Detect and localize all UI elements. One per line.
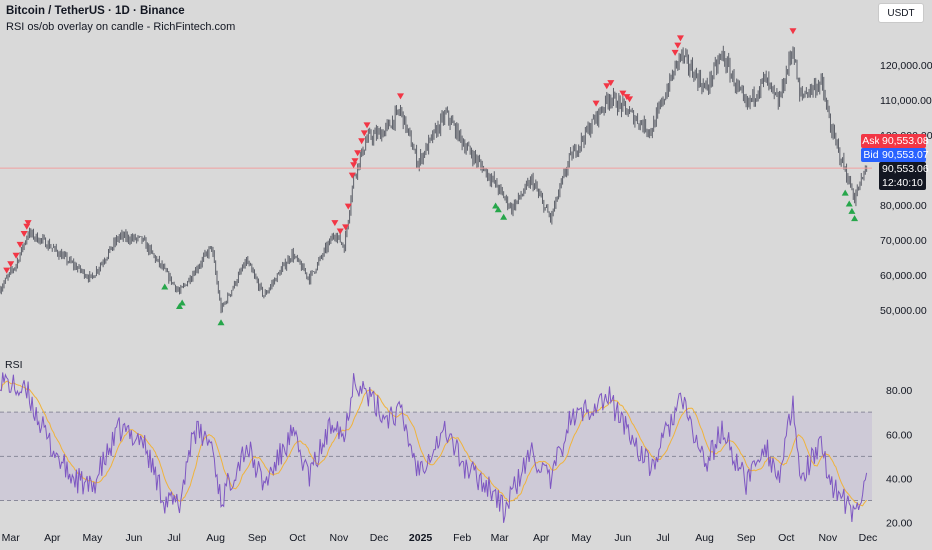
price-tick-label: 50,000.00 [880,305,927,317]
last-price-value: 90,553.06 [882,163,929,175]
rsi-tick-label: 40.00 [886,473,912,485]
buy-signal [494,206,502,213]
buy-signal [841,189,849,196]
time-tick-label: Jun [614,532,631,544]
ask-price-tag: 90,553.08 [879,134,929,148]
time-tick-label: Jun [125,532,142,544]
rsi-axis: 80.00 60.00 40.00 20.00 [886,385,912,529]
buy-signal [851,215,859,222]
time-tick-label: Feb [453,532,471,544]
sell-signal [360,130,368,137]
sell-signal [358,138,366,145]
sell-signal [336,228,344,235]
buy-signal [848,207,856,214]
time-tick-label: Mar [491,532,510,544]
time-tick-label: Mar [2,532,21,544]
buy-signal [217,319,225,326]
price-tick-label: 80,000.00 [880,200,927,212]
time-tick-label: 2025 [409,532,433,544]
sell-signal [626,96,634,103]
price-pane [0,28,872,326]
buy-signal [161,283,169,290]
rsi-tick-label: 80.00 [886,385,912,397]
price-tick-label: 70,000.00 [880,235,927,247]
sell-signal [607,80,615,87]
rsi-tick-label: 20.00 [886,518,912,530]
sell-signal [354,150,362,157]
time-axis: Mar Apr May Jun Jul Aug Sep Oct Nov Dec 2025 Feb Mar… [2,532,878,544]
buy-signal [175,302,183,309]
buy-signal [845,200,853,207]
sell-signal [397,93,405,100]
sell-signal [363,122,371,129]
bar-countdown: 12:40:10 [882,177,923,189]
buy-signal [500,213,508,220]
rsi-tick-label: 60.00 [886,429,912,441]
sell-signal [16,241,24,248]
ask-label: Ask [861,134,881,148]
time-tick-label: Dec [859,532,878,544]
sell-signal [342,224,350,231]
bid-price-tag: 90,553.07 [879,148,929,162]
time-tick-label: Oct [778,532,794,544]
sell-signal [3,267,11,274]
rsi-pane [0,372,872,523]
sell-signal [603,83,611,90]
price-tick-label: 60,000.00 [880,270,927,282]
sell-signal [676,35,684,42]
sell-signal [789,28,797,35]
sell-signal [20,231,28,238]
sell-signal [12,252,20,259]
candles [0,45,868,314]
price-tick-label: 120,000.00 [880,60,932,72]
time-tick-label: Dec [370,532,389,544]
bid-label: Bid [861,148,881,162]
currency-button[interactable]: USDT [878,3,924,23]
time-tick-label: Jul [167,532,180,544]
time-tick-label: Sep [248,532,267,544]
time-tick-label: Apr [533,532,550,544]
rsi-line [0,372,868,523]
buy-signal [178,299,186,306]
time-tick-label: May [571,532,592,544]
time-tick-label: Oct [289,532,305,544]
sell-signal [592,100,600,107]
sell-signal [344,203,352,210]
sell-signal [331,220,339,227]
chart-title: Bitcoin / TetherUS · 1D · Binance [6,5,185,17]
time-tick-label: Nov [330,532,349,544]
indicator-title: RSI os/ob overlay on candle - RichFintec… [6,21,236,33]
time-tick-label: Sep [737,532,756,544]
sell-signal [671,49,679,56]
sell-signal [350,162,358,169]
price-tick-label: 110,000.00 [880,95,932,107]
sell-signal [7,261,15,268]
time-tick-label: Aug [206,532,225,544]
buy-signal [492,202,500,209]
signals [3,28,859,326]
time-tick-label: Jul [656,532,669,544]
time-tick-label: Apr [44,532,61,544]
time-tick-label: Aug [695,532,714,544]
sell-signal [24,220,32,227]
sell-signal [351,158,359,165]
sell-signal [674,42,682,49]
time-tick-label: May [83,532,104,544]
sell-signal [348,172,356,179]
rsi-pane-label: RSI [5,359,23,371]
last-price-tag: 90,553.06 12:40:10 [879,162,929,190]
sell-signal [619,90,627,97]
time-tick-label: Nov [818,532,837,544]
